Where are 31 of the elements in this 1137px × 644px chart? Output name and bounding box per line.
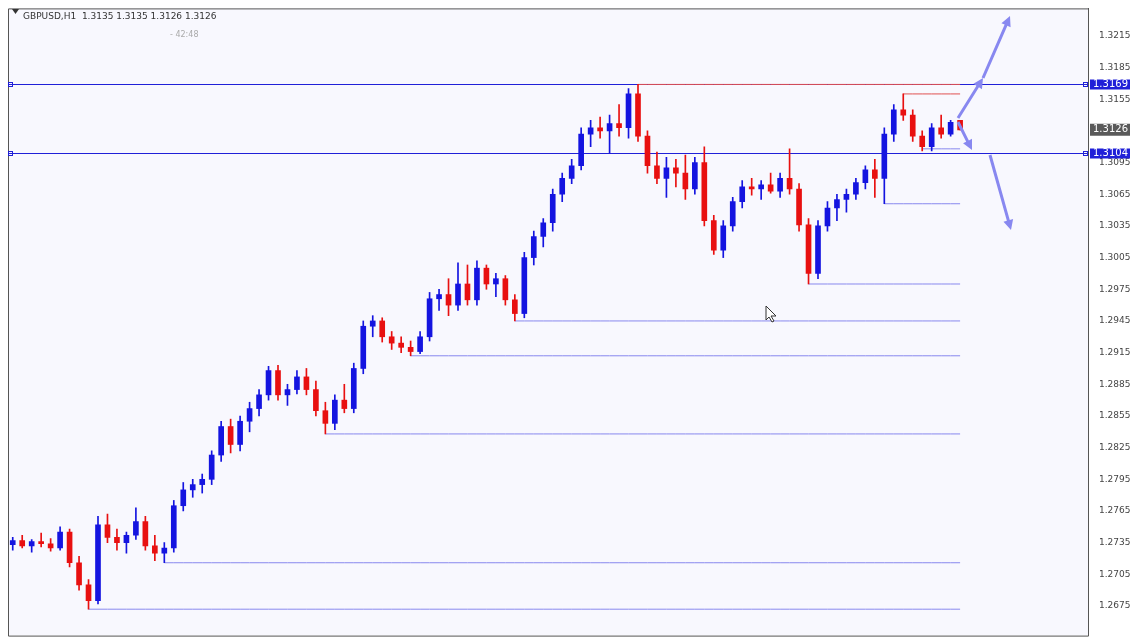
y-tick-label: 1.3095: [1099, 156, 1131, 167]
y-tick-label: 1.2855: [1099, 410, 1131, 421]
y-tick-label: 1.2705: [1099, 568, 1131, 579]
candlestick: [872, 159, 878, 198]
candlestick: [597, 116, 603, 139]
y-tick-label: 1.2795: [1099, 473, 1131, 484]
text: 1.3126: [1093, 123, 1128, 135]
y-tick-label: 1.2675: [1099, 600, 1131, 611]
ref-line-label: 1.3169: [1093, 78, 1128, 90]
text: - 42:48: [170, 30, 199, 40]
y-tick-label: 1.3155: [1099, 93, 1131, 104]
y-tick-label: 1.2915: [1099, 346, 1131, 357]
y-tick-label: 1.3215: [1099, 30, 1131, 41]
y-tick-label: 1.2945: [1099, 315, 1131, 326]
y-tick-label: 1.3065: [1099, 188, 1131, 199]
chart-title: GBPUSD,H1 1.3135 1.3135 1.3126 1.3126: [23, 10, 217, 21]
y-tick-label: 1.2975: [1099, 283, 1131, 294]
y-tick-label: 1.3005: [1099, 251, 1131, 262]
y-tick-label: 1.2735: [1099, 537, 1131, 548]
candlestick: [493, 273, 499, 297]
candlestick: [900, 93, 907, 121]
candlestick: [616, 104, 622, 137]
candlestick: [436, 288, 442, 311]
candlestick: [38, 532, 44, 548]
y-tick-label: 1.3185: [1099, 61, 1131, 72]
y-tick-label: 1.2825: [1099, 441, 1131, 452]
y-tick-label: 1.2885: [1099, 378, 1131, 389]
y-tick-label: 1.2765: [1099, 505, 1131, 516]
candlestick: [758, 180, 764, 200]
ref-line-label: 1.3104: [1093, 147, 1128, 159]
y-tick-label: 1.3035: [1099, 220, 1131, 231]
